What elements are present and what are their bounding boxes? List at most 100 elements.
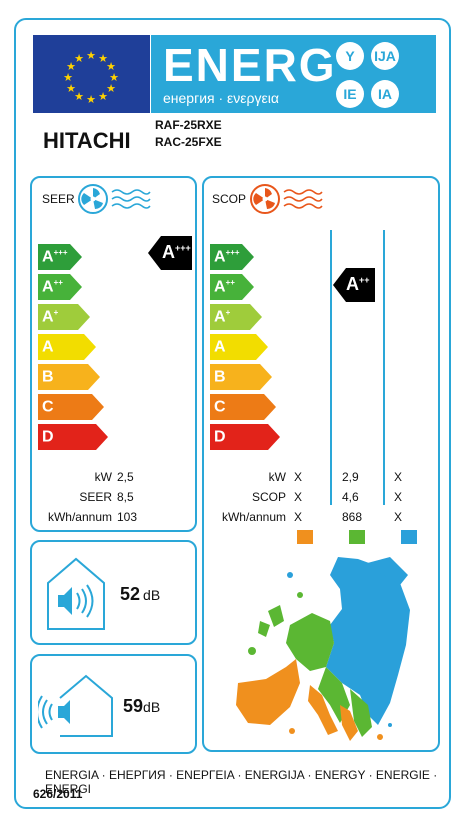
cooling-fan-icon — [76, 182, 152, 221]
indoor-noise-unit: dB — [143, 587, 161, 603]
seer-row-value: 103 — [117, 510, 138, 524]
seer-class-letter: A — [42, 338, 54, 356]
scop-cell: X — [394, 470, 403, 484]
seer-class-letter: D — [42, 428, 54, 446]
scop-class-arrow: A++ — [210, 274, 254, 300]
seer-class-arrow: B — [38, 364, 100, 390]
heating-fan-icon — [248, 182, 324, 221]
eu-flag: ★ ★ ★ ★ ★ ★ ★ ★ ★ ★ ★ ★ — [33, 35, 150, 113]
seer-panel — [30, 176, 197, 532]
scop-class-arrow: C — [210, 394, 276, 420]
seer-class-letter: A+ — [42, 308, 59, 326]
zone-divider — [330, 230, 332, 505]
outdoor-noise-value: 59 — [123, 696, 144, 716]
scop-class-arrow: B — [210, 364, 272, 390]
outdoor-noise-panel — [30, 654, 197, 754]
badge-ija: IJA — [371, 42, 399, 70]
scop-cell: 868 — [342, 510, 363, 524]
energ-title: ENERG — [163, 39, 337, 91]
svg-text:★: ★ — [66, 83, 76, 95]
scop-class-letter: D — [214, 428, 226, 446]
svg-text:★: ★ — [86, 50, 96, 62]
scop-class-letter: A+++ — [214, 248, 240, 266]
scop-indicator-letter: A — [346, 274, 359, 294]
svg-text:★: ★ — [98, 53, 108, 65]
scop-cell: X — [294, 490, 303, 504]
zone-average-swatch — [349, 530, 365, 544]
seer-indicator-sup: +++ — [175, 243, 191, 253]
seer-row-value: 2,5 — [117, 470, 134, 484]
svg-text:★: ★ — [74, 53, 84, 65]
scop-cell: X — [294, 510, 303, 524]
seer-class-letter: C — [42, 398, 54, 416]
seer-class-letter: B — [42, 368, 54, 386]
seer-row-value: 8,5 — [117, 490, 134, 504]
svg-text:★: ★ — [66, 61, 76, 73]
badge-y: Y — [336, 42, 364, 70]
model-outdoor: RAC-25FXE — [155, 135, 222, 149]
scop-row-label: kWh/annum — [221, 510, 286, 524]
scop-row-label: kW — [268, 470, 286, 484]
seer-class-indicator: A+++ — [148, 236, 192, 270]
scop-panel — [202, 176, 440, 752]
scop-class-letter: C — [214, 398, 226, 416]
brand-name: HITACHI — [43, 128, 131, 153]
regulation-number: 626/2011 — [33, 787, 83, 801]
scop-cell: X — [394, 490, 403, 504]
seer-row-label: SEER — [79, 490, 112, 504]
outdoor-noise-readout: 59dB — [123, 696, 160, 717]
indoor-noise-panel — [30, 540, 197, 645]
scop-row-label: SCOP — [251, 490, 286, 504]
seer-class-arrow: D — [38, 424, 108, 450]
seer-row-label: kWh/annum — [47, 510, 112, 524]
scop-class-arrow: A+++ — [210, 244, 254, 270]
seer-class-letter: A++ — [42, 278, 63, 296]
scop-class-letter: A+ — [214, 308, 231, 326]
svg-text:★: ★ — [74, 91, 84, 103]
zone-warm-swatch — [297, 530, 313, 544]
seer-indicator-letter: A — [162, 242, 175, 262]
svg-text:★: ★ — [106, 83, 116, 95]
energ-subtitle: енергия · ενεργεια — [163, 90, 279, 106]
scop-indicator-sup: ++ — [359, 275, 370, 285]
outdoor-speaker-house-icon — [36, 672, 118, 745]
scop-class-letter: A++ — [214, 278, 235, 296]
model-indoor: RAF-25RXE — [155, 118, 222, 132]
scop-class-arrow: D — [210, 424, 280, 450]
badge-ie: IE — [336, 80, 364, 108]
languages-footer: ENERGIA · ЕНЕРГИЯ · ΕΝΕΡΓΕΙΑ · ENERGIJA … — [45, 768, 438, 796]
seer-class-arrow: A++ — [38, 274, 82, 300]
seer-class-arrow: A+++ — [38, 244, 82, 270]
seer-class-letter: A+++ — [42, 248, 68, 266]
scop-title: SCOP — [212, 192, 247, 206]
label-frame — [14, 18, 451, 809]
scop-cell: 2,9 — [342, 470, 359, 484]
scop-class-letter: B — [214, 368, 226, 386]
svg-text:★: ★ — [86, 94, 96, 106]
seer-title: SEER — [42, 192, 75, 206]
scop-class-indicator: A++ — [333, 268, 375, 302]
seer-row-label: kW — [94, 470, 112, 484]
indoor-speaker-house-icon — [44, 555, 108, 638]
seer-class-arrow: C — [38, 394, 104, 420]
scop-cell: X — [294, 470, 303, 484]
scop-class-letter: A — [214, 338, 226, 356]
seer-class-arrow: A — [38, 334, 96, 360]
scop-class-arrow: A+ — [210, 304, 262, 330]
zone-divider — [383, 230, 385, 505]
indoor-noise-readout: 52 dB — [120, 584, 160, 605]
badge-ia: IA — [371, 80, 399, 108]
svg-text:★: ★ — [109, 72, 119, 84]
zone-cold-swatch — [401, 530, 417, 544]
scop-cell: X — [394, 510, 403, 524]
europe-climate-map — [230, 555, 415, 750]
svg-text:★: ★ — [98, 91, 108, 103]
eu-stars-icon: ★ ★ ★ ★ ★ ★ ★ ★ ★ ★ ★ ★ — [63, 50, 119, 106]
svg-text:★: ★ — [63, 72, 73, 84]
svg-text:★: ★ — [106, 61, 116, 73]
scop-class-arrow: A — [210, 334, 268, 360]
seer-class-arrow: A+ — [38, 304, 90, 330]
scop-cell: 4,6 — [342, 490, 359, 504]
indoor-noise-value: 52 — [120, 584, 141, 604]
outdoor-noise-unit: dB — [143, 699, 161, 715]
